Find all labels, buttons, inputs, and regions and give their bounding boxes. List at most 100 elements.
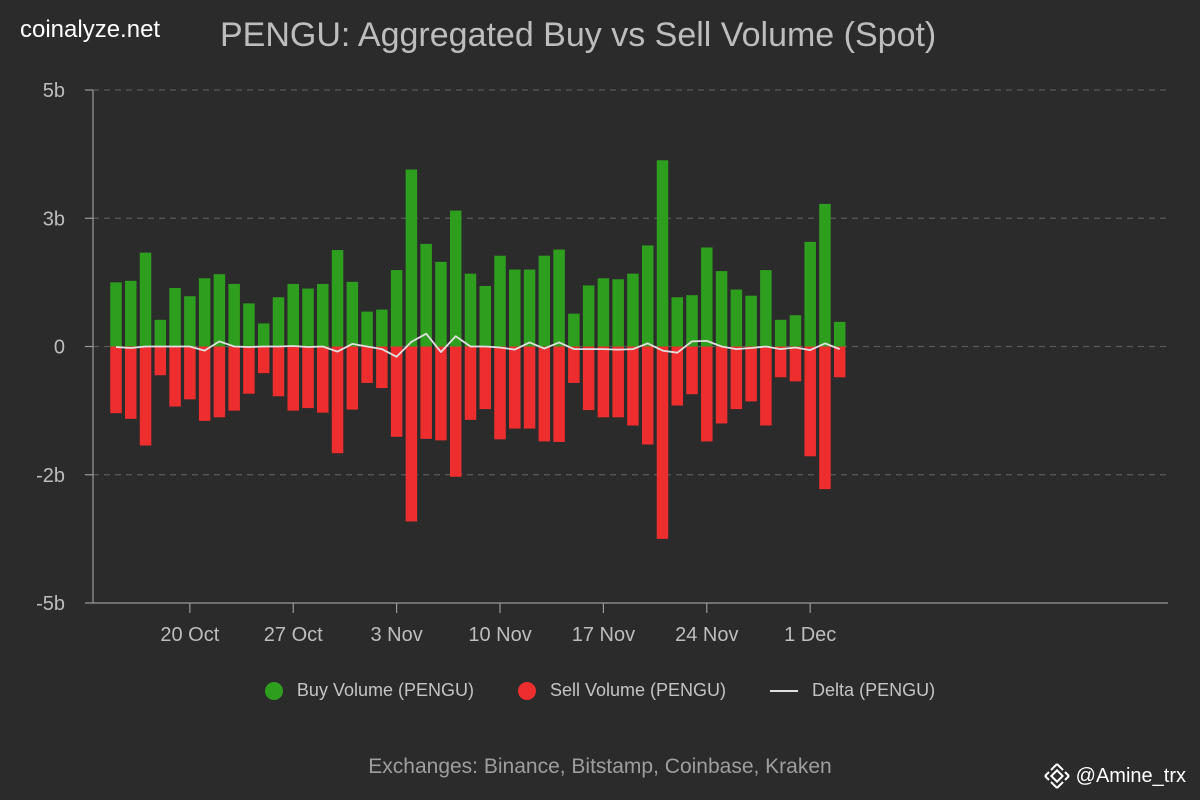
buy-bar [184, 296, 196, 347]
buy-bar [464, 273, 477, 347]
sell-bar [686, 346, 698, 395]
sell-bar [479, 346, 491, 410]
buy-bar [198, 278, 211, 347]
sell-bar [125, 346, 137, 419]
buy-bar [833, 321, 846, 347]
sell-bar [243, 346, 255, 394]
buy-bar [317, 283, 329, 347]
sell-bar [420, 346, 432, 439]
sell-bar [819, 346, 831, 490]
buy-bar [376, 309, 388, 347]
sell-bar [139, 346, 152, 446]
buy-bar [243, 303, 255, 347]
sell-bar [302, 346, 314, 409]
buy-bar [169, 288, 181, 347]
buy-bar [302, 288, 314, 347]
sell-bar [789, 346, 802, 382]
sell-bar [509, 346, 521, 429]
sell-bar [538, 346, 551, 442]
sell-bar [287, 346, 299, 411]
exchanges-footer: Exchanges: Binance, Bitstamp, Coinbase, … [368, 755, 832, 778]
buy-bar [494, 255, 506, 347]
legend-item-sell[interactable]: Sell Volume (PENGU) [517, 680, 727, 701]
sell-bar [376, 346, 388, 389]
y-tick-label: 0 [54, 337, 65, 359]
binance-logo-icon [1043, 763, 1070, 789]
sell-bar [449, 346, 462, 477]
sell-bar [272, 346, 285, 397]
buy-bar [257, 323, 270, 347]
legend-item-delta[interactable]: Delta (PENGU) [770, 680, 935, 701]
buy-bar [715, 271, 728, 347]
brand-logo-text[interactable]: coinalyze.net [20, 16, 161, 43]
sell-bar [597, 346, 610, 418]
buy-bar [228, 283, 240, 347]
buy-bar [435, 261, 447, 347]
sell-bar [346, 346, 359, 410]
buy-bar [760, 270, 772, 347]
sell-bar [715, 346, 728, 424]
sell-bar [405, 346, 418, 522]
buy-bar [701, 247, 713, 347]
buy-bar [287, 283, 299, 347]
sell-bar [745, 346, 757, 402]
legend-item-buy[interactable]: Buy Volume (PENGU) [264, 680, 474, 701]
sell-bar [582, 346, 595, 411]
sell-bar [804, 346, 816, 457]
sell-bar [833, 346, 846, 378]
buy-bar [538, 255, 551, 347]
x-axis-labels: 20 Oct 27 Oct 3 Nov 10 Nov 17 Nov 24 Nov 1 Dec [160, 624, 836, 646]
x-tick-label: 20 Oct [160, 624, 219, 646]
sell-bar [464, 346, 477, 420]
buy-bar [110, 282, 122, 347]
buy-bar [523, 269, 536, 347]
buy-bar [272, 297, 285, 347]
x-tick-label: 10 Nov [468, 624, 531, 646]
chart-legend: Buy Volume (PENGU) Sell Volume (PENGU) D… [0, 680, 1200, 701]
buy-bar [774, 319, 787, 347]
buy-bar [125, 280, 137, 347]
legend-sell-label: Sell Volume (PENGU) [549, 680, 727, 700]
buy-bar [582, 285, 595, 347]
sell-bar [494, 346, 506, 440]
buy-bar [686, 295, 698, 347]
sell-bar [523, 346, 536, 429]
buy-bar [597, 278, 610, 347]
buy-bar [361, 311, 373, 347]
sell-bar [701, 346, 713, 442]
buy-bar [154, 319, 167, 347]
x-tick-label: 27 Oct [264, 624, 323, 646]
delta-line-icon [770, 689, 799, 692]
buy-bar [213, 274, 226, 347]
buy-bar [745, 295, 757, 347]
buy-bar [819, 203, 831, 347]
sell-dot-icon [517, 681, 536, 700]
buy-bar [449, 210, 462, 347]
x-tick-label: 24 Nov [675, 624, 738, 646]
buy-bar [331, 250, 344, 347]
buy-bar [641, 245, 654, 347]
y-tick-label: 3b [43, 208, 65, 230]
buy-bar [390, 270, 403, 347]
buy-bar [804, 241, 816, 347]
buy-bar [509, 269, 521, 347]
sell-bar [760, 346, 772, 426]
sell-bar [184, 346, 196, 400]
sell-bar [553, 346, 565, 442]
buy-dot-icon [264, 681, 283, 700]
y-tick-label: -2b [36, 465, 65, 487]
x-tick-label: 3 Nov [371, 624, 423, 646]
x-tick-label: 1 Dec [784, 624, 836, 646]
sell-bar [671, 346, 684, 406]
legend-delta-label: Delta (PENGU) [812, 680, 936, 700]
buy-bar [346, 281, 359, 347]
buy-bar [789, 315, 802, 347]
sell-bar [390, 346, 403, 437]
buy-bar [671, 297, 684, 347]
buy-bar [568, 313, 580, 347]
buy-bar [730, 289, 743, 347]
y-tick-label: -5b [36, 593, 65, 615]
sell-bar [198, 346, 211, 421]
sell-bar [656, 346, 669, 539]
buy-bar [405, 169, 418, 347]
